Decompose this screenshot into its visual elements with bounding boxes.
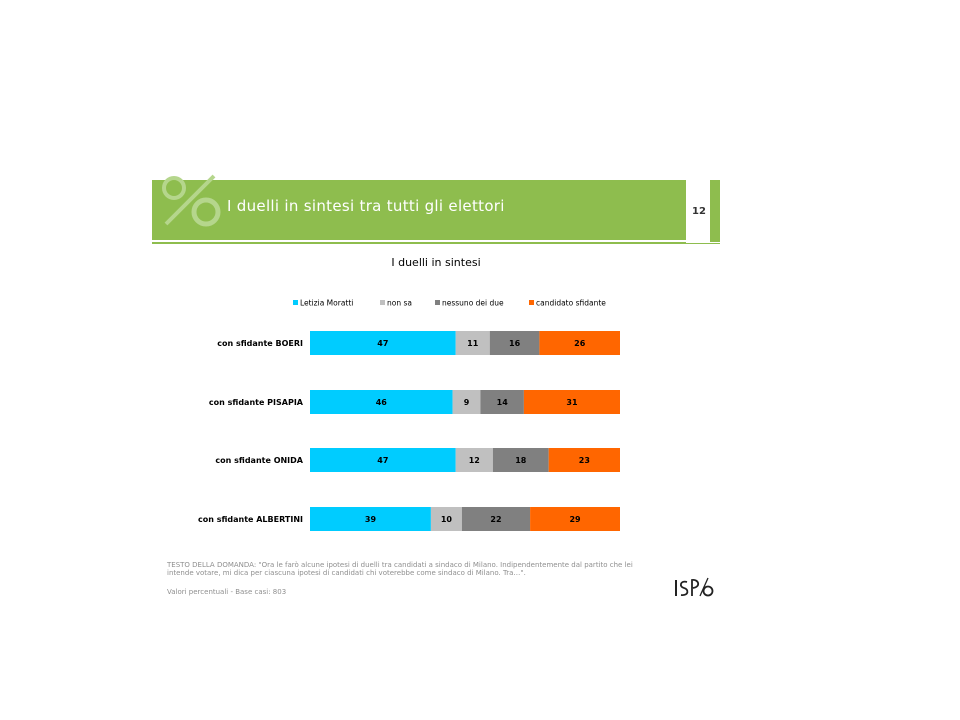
bar-segment (530, 507, 620, 531)
category-labels: con sfidante BOERI con sfidante PISAPIA co… (198, 339, 304, 524)
bar-segment (310, 448, 456, 472)
base-note: Valori percentuali - Base casi: 803 (167, 588, 287, 596)
bar-segment (310, 507, 431, 531)
category-label: con sfidante ALBERTINI (198, 515, 303, 524)
data-label: 10 (441, 515, 453, 524)
data-label: 11 (467, 339, 479, 348)
legend-label: nessuno dei due (442, 299, 504, 308)
chart-title: I duelli in sintesi (391, 256, 480, 269)
slide-title: I duelli in sintesi tra tutti gli eletto… (227, 197, 505, 215)
page-number-bar (710, 180, 720, 242)
bar-segment (523, 390, 620, 414)
data-label: 29 (569, 515, 581, 524)
data-label: 39 (365, 515, 377, 524)
legend-swatch (380, 300, 385, 305)
data-label: 9 (464, 398, 470, 407)
legend-label: non sa (387, 299, 412, 308)
bar-segment (455, 331, 490, 355)
data-label: 47 (377, 339, 388, 348)
data-label: 22 (490, 515, 501, 524)
data-label: 23 (579, 456, 590, 465)
bar-segment (548, 448, 620, 472)
data-label: 14 (497, 398, 509, 407)
bar-segment (489, 331, 540, 355)
legend-swatch (293, 300, 298, 305)
data-label: 12 (469, 456, 480, 465)
legend-label: Letizia Moratti (300, 299, 353, 308)
data-label: 31 (566, 398, 578, 407)
bar-segment (455, 448, 493, 472)
bar-segment (539, 331, 620, 355)
data-label: 47 (377, 456, 388, 465)
chart-legend: Letizia Moratti non sa nessuno dei due cand… (293, 299, 606, 308)
bar-segment (430, 507, 462, 531)
page-number-underline (686, 243, 720, 244)
bar-segment (452, 390, 481, 414)
question-text: TESTO DELLA DOMANDA: "Ora le farò alcune… (167, 561, 633, 577)
title-banner (152, 180, 686, 240)
data-label: 46 (376, 398, 388, 407)
legend-swatch (529, 300, 534, 305)
category-label: con sfidante PISAPIA (209, 398, 304, 407)
data-label: 18 (515, 456, 527, 465)
page-number: 12 (692, 206, 706, 217)
title-underline (152, 242, 686, 244)
legend-label: candidato sfidante (536, 299, 606, 308)
bar-segment (480, 390, 524, 414)
category-label: con sfidante ONIDA (215, 456, 303, 465)
bar-segment (461, 507, 531, 531)
legend-swatch (435, 300, 440, 305)
category-label: con sfidante BOERI (217, 339, 303, 348)
bar-segment (310, 390, 453, 414)
data-label: 16 (509, 339, 521, 348)
percent-icon (162, 174, 221, 227)
ispo-logo (675, 577, 714, 597)
chart-bars: 47 11 16 26 46 9 14 31 47 12 18 23 39 10 22 29 (310, 331, 620, 531)
bar-segment (310, 331, 456, 355)
bar-segment (492, 448, 549, 472)
data-label: 26 (574, 339, 586, 348)
